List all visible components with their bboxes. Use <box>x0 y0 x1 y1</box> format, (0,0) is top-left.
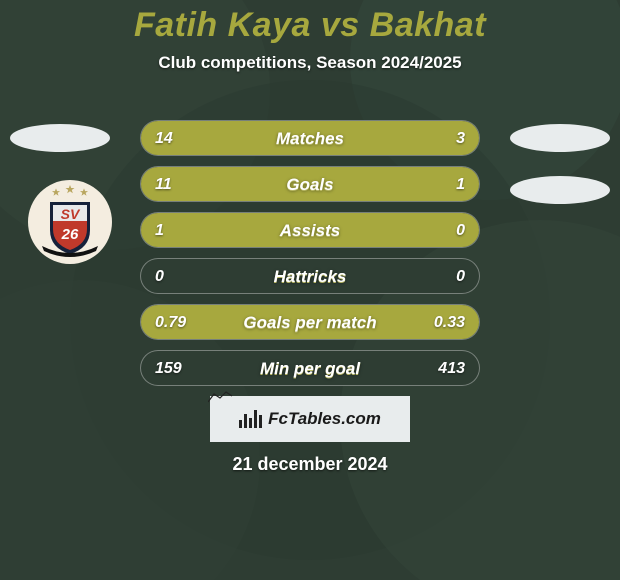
stat-row: 00Hattricks <box>140 258 480 294</box>
stat-row: 159413Min per goal <box>140 350 480 386</box>
stat-label: Hattricks <box>141 259 479 294</box>
subtitle: Club competitions, Season 2024/2025 <box>0 53 620 73</box>
player1-placeholder-oval <box>10 120 110 161</box>
stat-label: Assists <box>141 213 479 248</box>
stat-row: 111Goals <box>140 166 480 202</box>
branding-text: FcTables.com <box>268 409 381 429</box>
branding-badge[interactable]: FcTables.com <box>210 396 410 442</box>
stats-table: 143Matches 111Goals 10Assists 00Hattricks 0.… <box>140 120 480 396</box>
player2-placeholder-oval-1 <box>510 120 610 161</box>
stat-label: Goals <box>141 167 479 202</box>
chart-icon <box>239 410 262 428</box>
player1-club-logo: SV 26 <box>28 180 112 264</box>
stat-row: 0.790.33Goals per match <box>140 304 480 340</box>
player2-name: Bakhat <box>370 6 486 44</box>
stat-label: Min per goal <box>141 351 479 386</box>
page-title: Fatih Kaya vs Bakhat <box>0 6 620 45</box>
svg-text:26: 26 <box>61 226 79 243</box>
vs-text: vs <box>321 6 360 44</box>
player2-placeholder-oval-2 <box>510 172 610 213</box>
date-text: 21 december 2024 <box>0 454 620 475</box>
stat-label: Goals per match <box>141 305 479 340</box>
stat-row: 10Assists <box>140 212 480 248</box>
stat-row: 143Matches <box>140 120 480 156</box>
player1-name: Fatih Kaya <box>134 6 311 44</box>
svg-text:SV: SV <box>61 206 81 222</box>
stat-label: Matches <box>141 121 479 156</box>
